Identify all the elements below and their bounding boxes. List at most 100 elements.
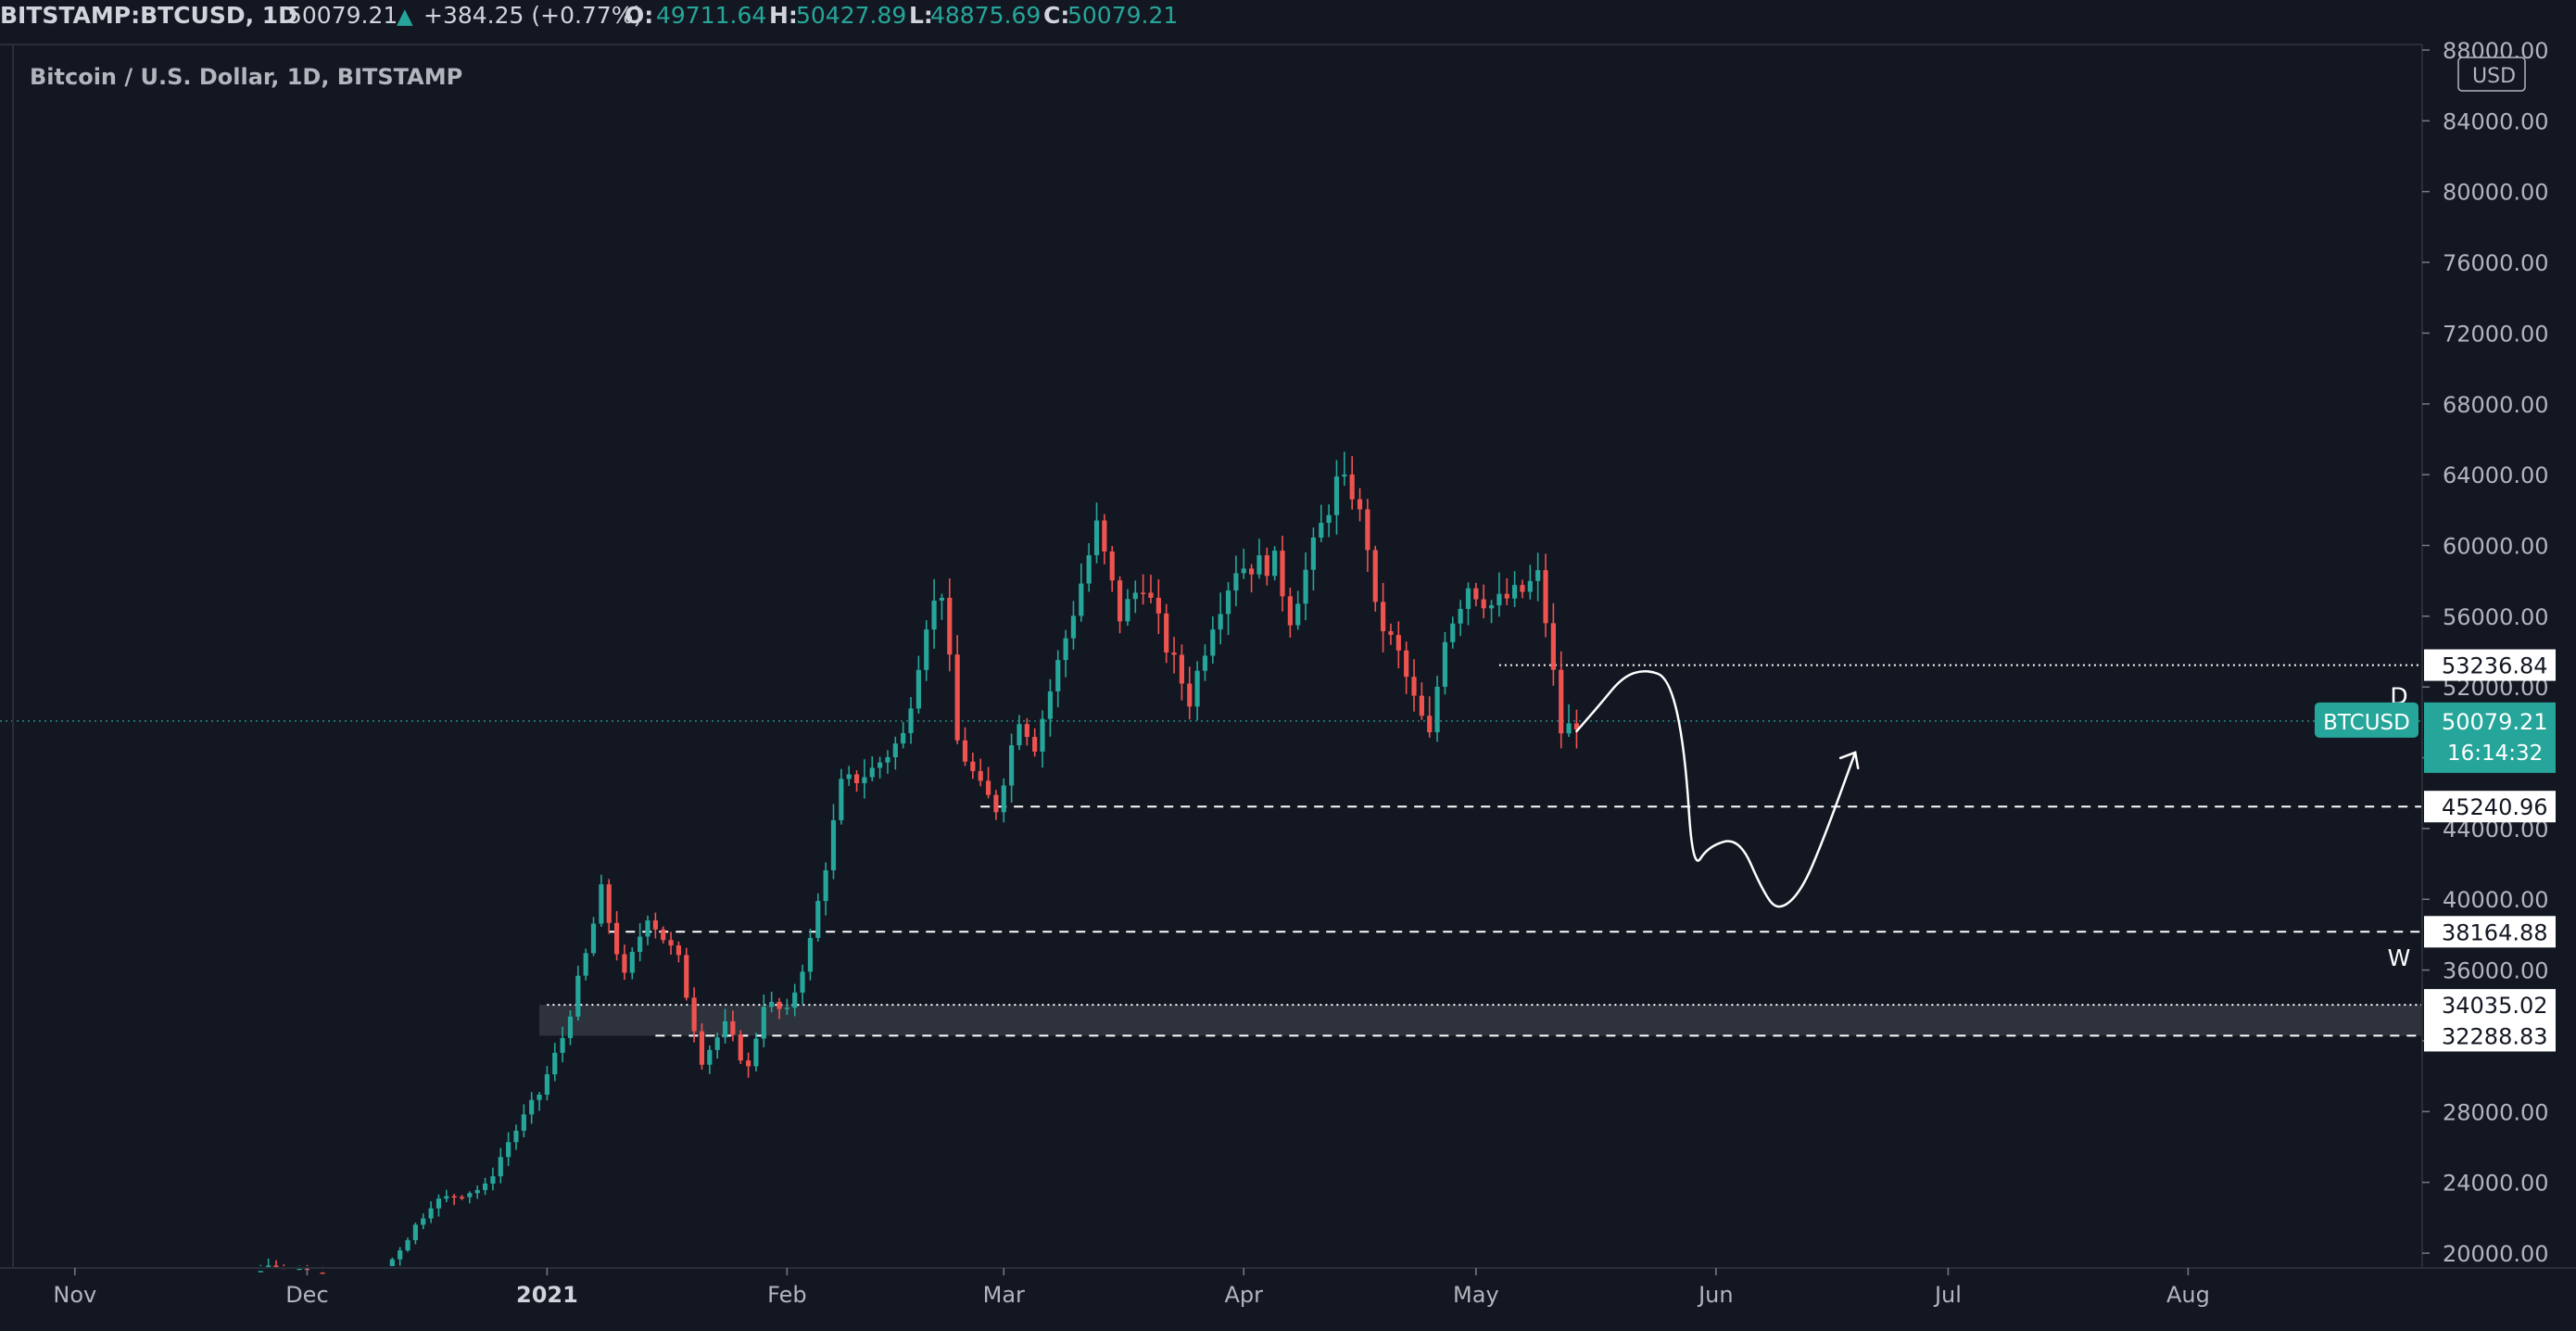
candle-body[interactable] — [1249, 568, 1255, 575]
candle-body[interactable] — [869, 767, 875, 778]
projection-path[interactable] — [1575, 669, 1857, 908]
candle-body[interactable] — [467, 1193, 473, 1198]
candle-body[interactable] — [436, 1198, 442, 1209]
candle-body[interactable] — [1280, 551, 1285, 597]
candle-body[interactable] — [444, 1196, 449, 1199]
candle-body[interactable] — [1527, 580, 1533, 592]
candle-body[interactable] — [1404, 650, 1409, 678]
candle-body[interactable] — [1488, 605, 1495, 609]
candle-body[interactable] — [266, 1265, 271, 1267]
candle-body[interactable] — [1559, 669, 1564, 734]
candle-body[interactable] — [1295, 603, 1301, 626]
candle-body[interactable] — [320, 1272, 325, 1274]
candle-body[interactable] — [1319, 523, 1324, 538]
candle-body[interactable] — [931, 600, 937, 630]
candle-body[interactable] — [1450, 623, 1456, 642]
candle-body[interactable] — [1079, 583, 1084, 616]
candle-body[interactable] — [1411, 677, 1417, 696]
candle-body[interactable] — [1272, 551, 1278, 577]
candle-body[interactable] — [1109, 551, 1115, 581]
candle-body[interactable] — [823, 869, 828, 902]
candle-body[interactable] — [1117, 580, 1123, 622]
candle-body[interactable] — [784, 1008, 789, 1009]
candle-body[interactable] — [583, 953, 588, 976]
candle-body[interactable] — [691, 997, 697, 1032]
candle-body[interactable] — [1535, 570, 1541, 581]
candle-body[interactable] — [1055, 660, 1061, 691]
candle-body[interactable] — [908, 708, 914, 733]
candle-body[interactable] — [1032, 737, 1038, 752]
candle-body[interactable] — [1210, 629, 1216, 656]
candle-body[interactable] — [521, 1114, 526, 1131]
candle-body[interactable] — [506, 1142, 511, 1158]
candle-body[interactable] — [1148, 592, 1154, 598]
candle-body[interactable] — [939, 597, 945, 601]
candle-body[interactable] — [1070, 615, 1077, 639]
candle-body[interactable] — [1310, 537, 1317, 570]
candle-body[interactable] — [777, 1001, 782, 1009]
candle-body[interactable] — [753, 1038, 759, 1067]
candle-body[interactable] — [622, 954, 627, 973]
candle-body[interactable] — [1427, 716, 1433, 733]
candle-body[interactable] — [1434, 686, 1440, 733]
candle-body[interactable] — [1381, 602, 1386, 631]
candle-body[interactable] — [1241, 568, 1246, 574]
candle-body[interactable] — [978, 770, 983, 781]
candle-body[interactable] — [652, 919, 658, 930]
candle-body[interactable] — [815, 901, 821, 938]
candle-body[interactable] — [428, 1208, 434, 1219]
candle-body[interactable] — [398, 1250, 403, 1260]
candle-body[interactable] — [769, 1001, 775, 1008]
candle-body[interactable] — [490, 1176, 496, 1184]
candle-body[interactable] — [746, 1060, 751, 1067]
candle-body[interactable] — [853, 774, 860, 783]
candle-body[interactable] — [1218, 614, 1223, 630]
candle-body[interactable] — [924, 629, 929, 670]
candle-body[interactable] — [1504, 593, 1509, 599]
candle-body[interactable] — [1179, 654, 1184, 684]
candle-body[interactable] — [1458, 608, 1463, 624]
candle-body[interactable] — [714, 1037, 720, 1050]
candle-body[interactable] — [792, 992, 798, 1008]
candle-body[interactable] — [1395, 635, 1401, 651]
candle-body[interactable] — [1017, 724, 1022, 746]
currency-badge[interactable] — [2457, 57, 2526, 92]
candle-body[interactable] — [405, 1240, 410, 1251]
candle-body[interactable] — [915, 669, 921, 709]
candle-body[interactable] — [1102, 520, 1107, 551]
candle-body[interactable] — [1047, 691, 1053, 719]
candle-body[interactable] — [474, 1189, 480, 1194]
candle-body[interactable] — [498, 1157, 503, 1177]
candle-body[interactable] — [590, 923, 597, 954]
candle-body[interactable] — [1388, 630, 1394, 636]
candle-body[interactable] — [1256, 555, 1262, 575]
candle-body[interactable] — [421, 1218, 426, 1225]
candle-body[interactable] — [1287, 596, 1293, 626]
candle-body[interactable] — [1342, 474, 1347, 477]
candle-body[interactable] — [552, 1052, 558, 1075]
candle-body[interactable] — [661, 929, 666, 941]
candle-body[interactable] — [885, 756, 890, 763]
candle-body[interactable] — [722, 1020, 728, 1038]
candle-body[interactable] — [645, 919, 650, 937]
candle-body[interactable] — [297, 1268, 302, 1271]
candle-body[interactable] — [1303, 569, 1308, 604]
candle-body[interactable] — [567, 1016, 574, 1038]
candle-body[interactable] — [707, 1049, 713, 1065]
candle-body[interactable] — [1566, 723, 1572, 734]
candle-body[interactable] — [1202, 655, 1208, 671]
candle-body[interactable] — [730, 1020, 736, 1035]
candle-body[interactable] — [1063, 638, 1068, 661]
candle-body[interactable] — [389, 1259, 395, 1266]
candle-body[interactable] — [606, 884, 612, 923]
candle-body[interactable] — [1372, 550, 1378, 602]
candle-body[interactable] — [862, 777, 867, 783]
candle-body[interactable] — [738, 1034, 743, 1061]
candle-body[interactable] — [1419, 695, 1424, 716]
candle-body[interactable] — [1550, 623, 1556, 670]
candle-body[interactable] — [529, 1099, 535, 1115]
candle-body[interactable] — [560, 1037, 565, 1053]
candle-body[interactable] — [1365, 509, 1370, 551]
